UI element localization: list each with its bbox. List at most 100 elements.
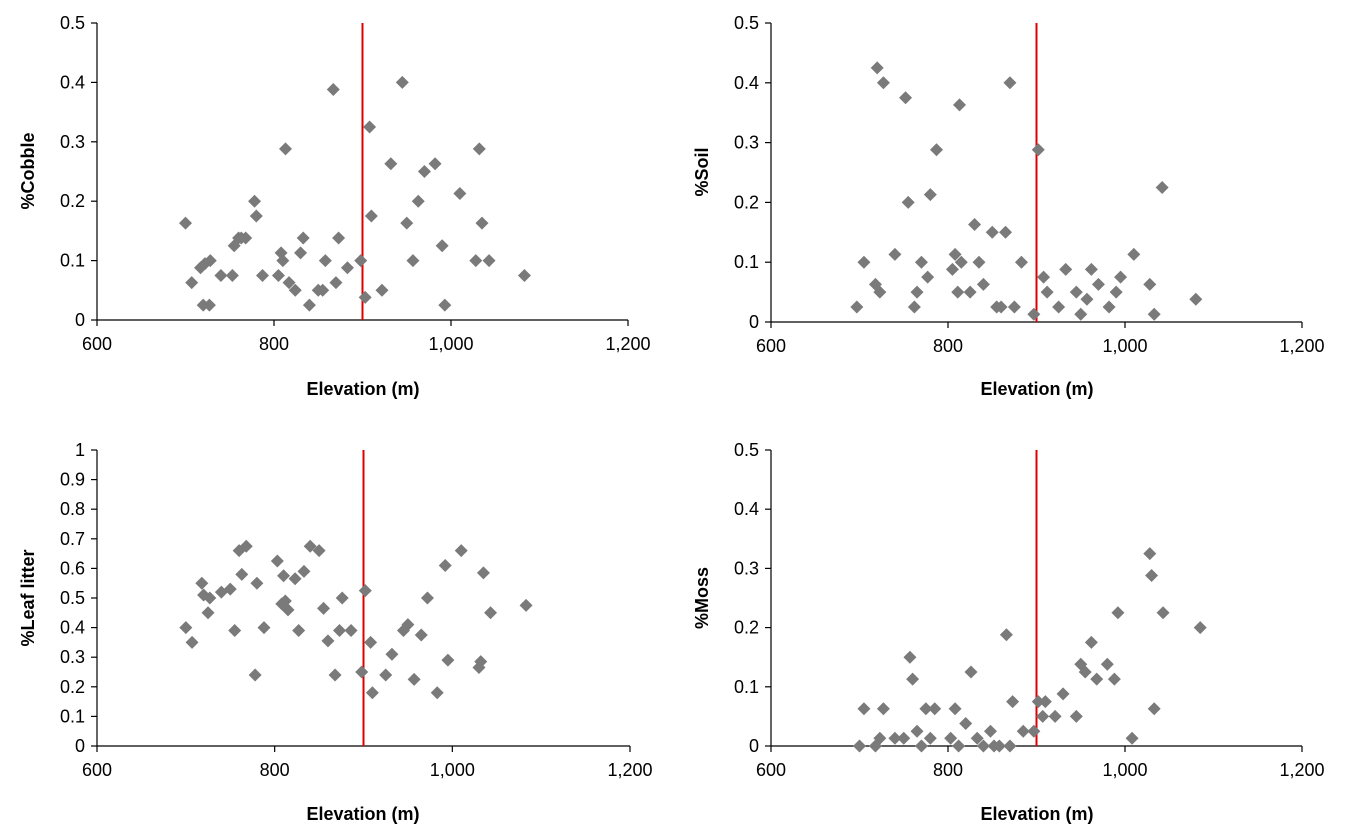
soil-data-point [976,277,990,291]
moss-data-point [952,739,966,753]
moss-data-point [1038,695,1052,709]
soil-data-point [1052,300,1066,314]
soil-data-point [1143,277,1157,291]
soil-y-tick-label: 0.4 [734,73,759,93]
moss-data-point [983,724,997,738]
leaf-litter-data-point [179,621,193,635]
moss-data-point [1125,731,1139,745]
leaf-litter-y-tick-label: 0.3 [60,647,85,667]
moss-data-point [1069,709,1083,723]
cobble-x-tick-label: 800 [259,334,289,354]
leaf-litter-data-point [201,606,215,620]
moss-data-point [857,702,871,716]
cobble-y-tick-label: 0.3 [60,132,85,152]
leaf-litter-data-point [281,603,295,617]
moss-data-point [1090,672,1104,686]
moss-y-tick-label: 0.5 [734,440,759,460]
moss-data-point [944,731,958,745]
cobble-data-point [395,75,409,89]
leaf-litter-data-point [454,544,468,558]
cobble-data-point [185,276,199,290]
panel-moss: 0 0.1 0.2 0.3 0.4 0.5 600 800 1,000 1,200 Elevatio… [692,440,1325,824]
soil-data-point [945,262,959,276]
soil-x-tick-label: 800 [933,336,963,356]
cobble-data-point [482,254,496,268]
cobble-data-point [282,276,296,290]
moss-x-tick-label: 600 [756,760,786,780]
cobble-x-tick-label: 1,000 [428,334,473,354]
cobble-data-point [364,209,378,223]
cobble-data-point [326,83,340,97]
moss-data-point [1056,687,1070,701]
soil-x-tick-label: 1,000 [1102,336,1147,356]
moss-data-point [876,702,890,716]
moss-data-point [1084,635,1098,649]
moss-data-point [1111,606,1125,620]
cobble-y-tick-label: 0.1 [60,251,85,271]
moss-data-point [928,702,942,716]
soil-data-point [1102,300,1116,314]
leaf-litter-data-point [235,567,249,581]
leaf-litter-data-point [401,618,415,632]
moss-data-point [1156,606,1170,620]
leaf-litter-data-point [333,624,347,638]
soil-data-point [923,188,937,202]
leaf-litter-data-point [277,569,291,583]
cobble-y-tick-label: 0 [75,310,85,330]
soil-data-point [1091,277,1105,291]
leaf-litter-x-tick-label: 800 [260,760,290,780]
cobble-data-point [255,268,269,282]
cobble-data-point [435,239,449,253]
leaf-litter-data-point [407,672,421,686]
moss-data-point [1078,665,1092,679]
moss-y-axis-label: %Moss [692,567,712,629]
moss-data-point [903,650,917,664]
moss-data-point [897,731,911,745]
soil-data-point [963,285,977,299]
soil-data-point [873,285,887,299]
cobble-data-point [249,209,263,223]
moss-data-point [906,672,920,686]
leaf-litter-data-point [358,584,372,598]
soil-data-point [1031,143,1045,157]
soil-data-point [948,247,962,261]
moss-data-point [923,731,937,745]
moss-data-point [970,731,984,745]
leaf-litter-y-tick-label: 0.2 [60,677,85,697]
leaf-litter-data-point [328,668,342,682]
leaf-litter-data-point [203,591,217,605]
leaf-litter-data-point [519,598,533,612]
soil-data-point [1109,285,1123,299]
soil-data-point [1084,262,1098,276]
soil-x-axis-label: Elevation (m) [980,379,1093,399]
leaf-litter-y-tick-label: 0.5 [60,588,85,608]
leaf-litter-data-point [292,624,306,638]
leaf-litter-data-point [414,628,428,642]
leaf-litter-data-point [303,539,317,553]
panel-leaf-litter: 0 0.1 0.2 0.3 0.4 0.5 0.6 0.7 0.8 0.9 1 600 800 1,000… [18,440,653,824]
cobble-y-tick-label: 0.5 [60,13,85,33]
moss-data-point [910,724,924,738]
moss-data-point [1027,724,1041,738]
soil-y-tick-label: 0.3 [734,133,759,153]
leaf-litter-data-point [297,564,311,578]
leaf-litter-data-point [420,591,434,605]
soil-data-point [914,255,928,269]
soil-data-point [968,218,982,232]
soil-x-tick-label: 600 [756,336,786,356]
soil-y-tick-label: 0.1 [734,252,759,272]
leaf-litter-data-point [185,635,199,649]
soil-data-point [850,300,864,314]
leaf-litter-x-tick-label: 1,000 [430,760,475,780]
leaf-litter-y-tick-label: 1 [75,440,85,460]
moss-y-tick-label: 0.2 [734,618,759,638]
cobble-x-axis-label: Elevation (m) [306,379,419,399]
moss-x-tick-label: 1,000 [1102,760,1147,780]
cobble-data-point [358,290,372,304]
leaf-litter-data-point [355,665,369,679]
moss-data-point [919,702,933,716]
moss-y-tick-label: 0.4 [734,499,759,519]
leaf-litter-y-axis-label: %Leaf litter [18,549,38,646]
moss-x-tick-label: 1,200 [1279,760,1324,780]
moss-data-point [1145,569,1159,583]
